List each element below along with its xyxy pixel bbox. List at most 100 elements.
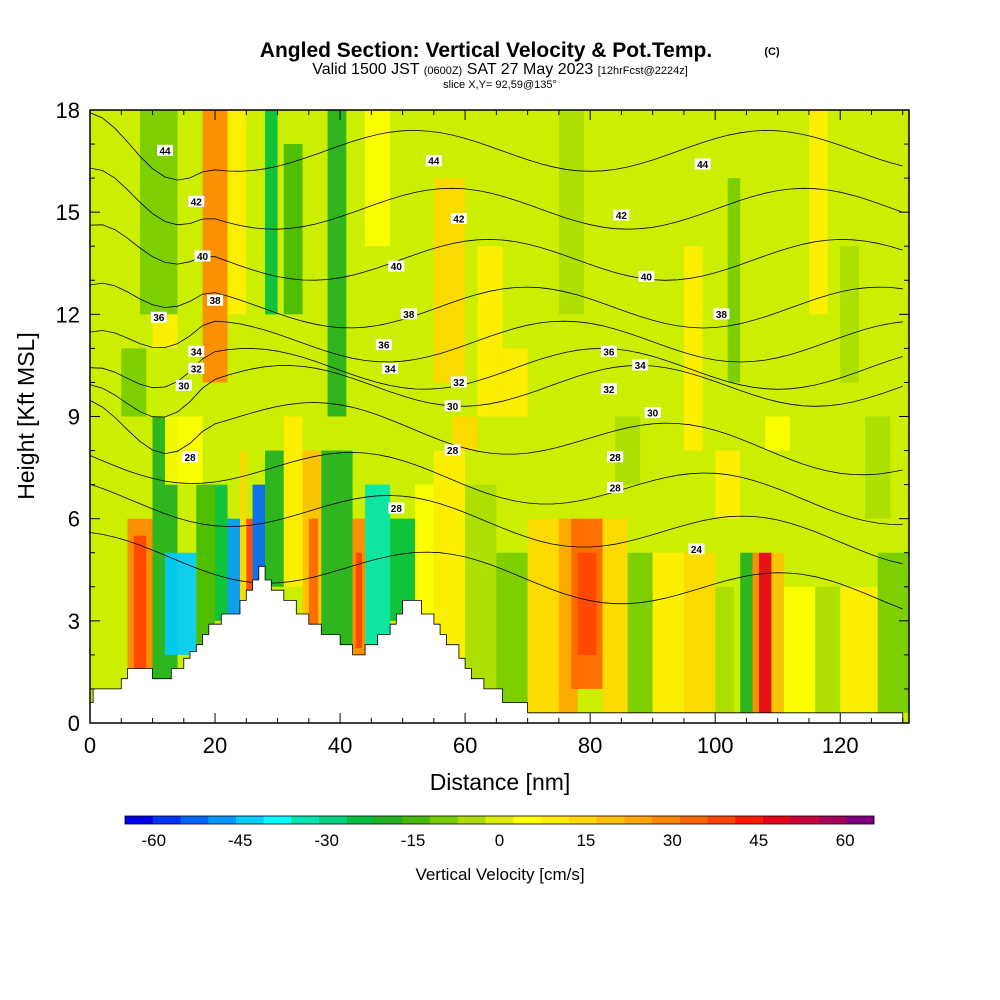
contour-label: 32 — [188, 362, 205, 375]
velocity-cell — [752, 552, 759, 713]
svg-text:20: 20 — [203, 733, 227, 758]
contour-label: 42 — [188, 195, 205, 208]
velocity-cell — [196, 484, 216, 655]
contour-label: 34 — [188, 345, 205, 358]
svg-text:9: 9 — [68, 405, 80, 430]
svg-text:30: 30 — [178, 381, 190, 392]
theta-contour-34 — [90, 347, 903, 390]
contour-label: 28 — [388, 502, 405, 515]
svg-text:28: 28 — [391, 504, 403, 515]
velocity-cell — [165, 552, 197, 655]
colorbar-swatch — [568, 816, 597, 824]
velocity-cell — [683, 552, 716, 713]
velocity-cell — [783, 586, 816, 713]
colorbar-swatch — [374, 816, 403, 824]
svg-text:120: 120 — [822, 733, 859, 758]
y-tick: 12 — [56, 302, 909, 327]
x-tick: 60 — [453, 110, 477, 758]
svg-text:30: 30 — [647, 409, 659, 420]
subtitle-date: SAT 27 May 2023 — [467, 61, 594, 78]
colorbar-swatch — [707, 816, 736, 824]
x-tick: 120 — [822, 110, 859, 758]
terrain — [90, 565, 904, 723]
contour-label: 38 — [400, 308, 417, 321]
svg-text:42: 42 — [191, 197, 203, 208]
contour-label: 42 — [450, 212, 467, 225]
svg-text:100: 100 — [697, 733, 734, 758]
velocity-cell — [877, 552, 909, 713]
contour-label: 36 — [600, 345, 617, 358]
colorbar-tick: -45 — [228, 831, 253, 850]
velocity-cell — [246, 518, 253, 621]
colorbar-tick: -60 — [142, 831, 167, 850]
velocity-cell — [715, 586, 734, 713]
colorbar-swatch — [790, 816, 819, 824]
svg-text:18: 18 — [56, 98, 80, 123]
y-tick: 9 — [68, 405, 909, 430]
contour-labels: 44 44 44 42 42 42 40 40 40 38 38 38 36 36 36 34 34 34 32 32… — [150, 144, 730, 556]
velocity-cell — [865, 416, 891, 519]
velocity-cell — [815, 586, 841, 713]
velocity-cell — [808, 110, 828, 315]
velocity-cell — [558, 110, 584, 315]
contour-label: 28 — [444, 444, 461, 457]
svg-text:0: 0 — [68, 711, 80, 736]
theta-contour-38 — [90, 282, 903, 329]
svg-text:0: 0 — [84, 733, 96, 758]
y-tick: 6 — [68, 507, 909, 532]
colorbar-swatch — [263, 816, 292, 824]
velocity-cell — [265, 110, 278, 315]
velocity-cell — [140, 110, 178, 315]
colorbar-tick: 30 — [663, 831, 682, 850]
contour-label: 24 — [688, 543, 705, 556]
svg-text:44: 44 — [697, 160, 709, 171]
svg-text:3: 3 — [68, 609, 80, 634]
velocity-field — [121, 110, 909, 723]
svg-text:32: 32 — [191, 364, 203, 375]
contour-label: 44 — [694, 158, 711, 171]
colorbar-tick: 60 — [836, 831, 855, 850]
contour-label: 28 — [182, 451, 199, 464]
colorbar-swatch — [291, 816, 320, 824]
svg-text:34: 34 — [191, 347, 203, 358]
theta-contours — [90, 112, 903, 610]
velocity-cell — [840, 246, 859, 383]
contour-label: 34 — [632, 359, 649, 372]
colorbar-swatch — [208, 816, 237, 824]
contour-label: 28 — [607, 482, 624, 495]
colorbar-swatch — [430, 816, 459, 824]
y-axis-label: Height [Kft MSL] — [13, 332, 39, 499]
svg-text:28: 28 — [447, 446, 459, 457]
svg-text:34: 34 — [385, 364, 397, 375]
svg-text:36: 36 — [153, 313, 165, 324]
svg-text:38: 38 — [716, 310, 728, 321]
colorbar-swatch — [485, 816, 514, 824]
velocity-cell — [602, 518, 628, 713]
svg-text:28: 28 — [184, 453, 196, 464]
subtitle-utc: (0600Z) — [424, 65, 463, 77]
colorbar-label: Vertical Velocity [cm/s] — [415, 865, 584, 884]
velocity-cell — [283, 416, 303, 587]
svg-text:44: 44 — [428, 157, 440, 168]
chart-title-mark: (C) — [764, 46, 780, 58]
subtitle-valid: Valid 1500 JST — [312, 61, 420, 78]
contour-label: 32 — [450, 376, 467, 389]
velocity-cell — [496, 552, 528, 706]
contour-label: 40 — [194, 250, 211, 263]
contour-label: 44 — [425, 155, 442, 168]
colorbar-swatch — [541, 816, 570, 824]
velocity-cell — [240, 450, 247, 689]
theta-contour-24 — [90, 532, 903, 610]
contour-label: 36 — [150, 311, 167, 324]
svg-text:44: 44 — [159, 146, 171, 157]
velocity-cell — [327, 110, 347, 417]
colorbar-swatch — [457, 816, 486, 824]
theta-contour-42 — [90, 167, 903, 230]
svg-text:40: 40 — [197, 252, 209, 263]
chart-title: Angled Section: Vertical Velocity & Pot.… — [260, 39, 712, 62]
svg-text:38: 38 — [403, 310, 415, 321]
svg-text:36: 36 — [603, 347, 615, 358]
velocity-cell — [202, 110, 228, 383]
velocity-cell — [840, 586, 878, 713]
velocity-cell — [527, 518, 559, 713]
